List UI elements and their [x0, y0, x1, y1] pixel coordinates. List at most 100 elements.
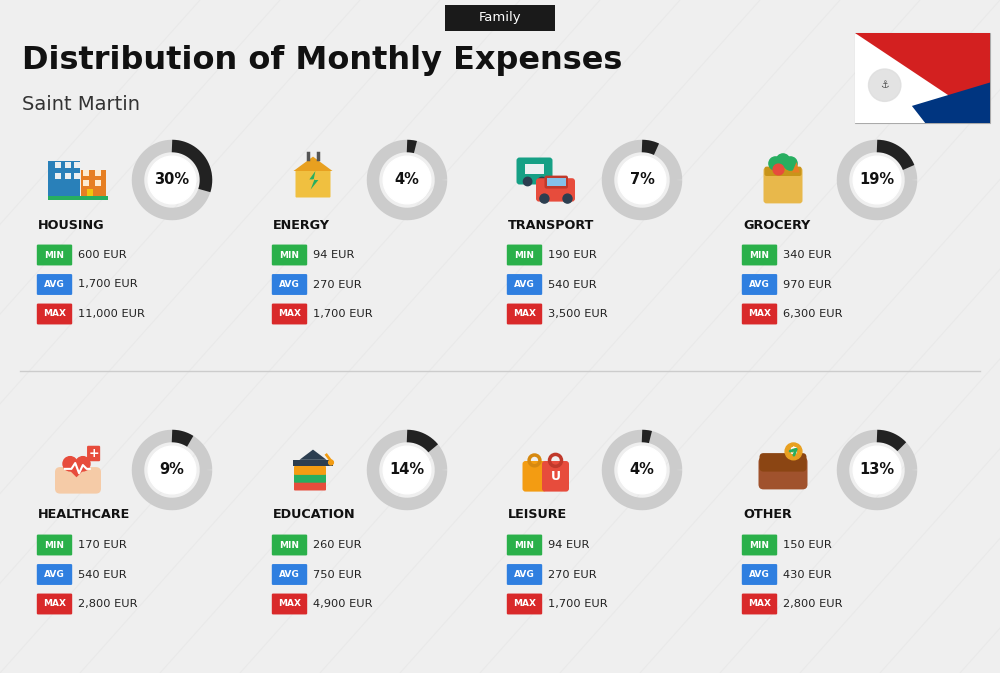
- FancyBboxPatch shape: [742, 274, 777, 295]
- Text: 13%: 13%: [859, 462, 895, 478]
- Circle shape: [383, 446, 431, 494]
- Text: LEISURE: LEISURE: [508, 509, 567, 522]
- Text: GROCERY: GROCERY: [743, 219, 810, 232]
- FancyBboxPatch shape: [55, 162, 61, 168]
- Text: Distribution of Monthly Expenses: Distribution of Monthly Expenses: [22, 46, 622, 77]
- FancyBboxPatch shape: [507, 594, 542, 614]
- Text: Saint Martin: Saint Martin: [22, 96, 140, 114]
- FancyBboxPatch shape: [294, 466, 326, 475]
- FancyBboxPatch shape: [764, 168, 802, 203]
- FancyBboxPatch shape: [37, 594, 72, 614]
- Circle shape: [540, 194, 549, 203]
- Circle shape: [776, 154, 790, 167]
- Text: $: $: [790, 446, 797, 456]
- Text: 3,500 EUR: 3,500 EUR: [548, 309, 608, 319]
- Text: 14%: 14%: [389, 462, 425, 478]
- Text: Family: Family: [479, 11, 521, 24]
- Text: +: +: [88, 447, 99, 460]
- FancyBboxPatch shape: [507, 304, 542, 324]
- FancyBboxPatch shape: [83, 170, 89, 176]
- Text: 2,800 EUR: 2,800 EUR: [783, 599, 842, 609]
- Text: 30%: 30%: [154, 172, 190, 188]
- Text: MIN: MIN: [45, 250, 64, 260]
- Text: 94 EUR: 94 EUR: [548, 540, 589, 550]
- FancyBboxPatch shape: [95, 170, 101, 176]
- Text: AVG: AVG: [514, 280, 535, 289]
- Circle shape: [523, 177, 532, 186]
- Text: 260 EUR: 260 EUR: [313, 540, 362, 550]
- FancyBboxPatch shape: [272, 274, 307, 295]
- FancyBboxPatch shape: [542, 461, 569, 491]
- FancyBboxPatch shape: [293, 460, 333, 466]
- FancyBboxPatch shape: [272, 534, 307, 555]
- Text: 94 EUR: 94 EUR: [313, 250, 354, 260]
- Circle shape: [853, 446, 901, 494]
- Circle shape: [148, 446, 196, 494]
- FancyBboxPatch shape: [272, 304, 307, 324]
- FancyBboxPatch shape: [74, 162, 81, 168]
- Circle shape: [618, 446, 666, 494]
- Circle shape: [563, 194, 572, 203]
- Polygon shape: [64, 464, 89, 477]
- Polygon shape: [855, 83, 990, 123]
- Text: 540 EUR: 540 EUR: [548, 279, 597, 289]
- Text: MIN: MIN: [750, 540, 770, 549]
- FancyBboxPatch shape: [272, 244, 307, 265]
- FancyBboxPatch shape: [48, 161, 80, 196]
- Text: 1,700 EUR: 1,700 EUR: [78, 279, 138, 289]
- FancyBboxPatch shape: [742, 564, 777, 585]
- Text: HEALTHCARE: HEALTHCARE: [38, 509, 130, 522]
- Text: HOUSING: HOUSING: [38, 219, 105, 232]
- FancyBboxPatch shape: [507, 244, 542, 265]
- FancyBboxPatch shape: [87, 189, 93, 196]
- Text: ENERGY: ENERGY: [273, 219, 330, 232]
- Text: 970 EUR: 970 EUR: [783, 279, 832, 289]
- Text: 1,700 EUR: 1,700 EUR: [548, 599, 608, 609]
- Text: 1,700 EUR: 1,700 EUR: [313, 309, 373, 319]
- Text: AVG: AVG: [44, 280, 65, 289]
- FancyBboxPatch shape: [742, 594, 777, 614]
- Polygon shape: [294, 157, 332, 171]
- FancyBboxPatch shape: [445, 5, 555, 31]
- Text: U: U: [551, 470, 561, 483]
- Text: ⚓: ⚓: [880, 80, 889, 90]
- Circle shape: [769, 157, 782, 170]
- Text: AVG: AVG: [514, 570, 535, 579]
- Circle shape: [329, 460, 333, 465]
- Polygon shape: [855, 33, 925, 123]
- Text: AVG: AVG: [749, 280, 770, 289]
- FancyBboxPatch shape: [95, 180, 101, 186]
- Circle shape: [76, 457, 90, 471]
- FancyBboxPatch shape: [516, 157, 552, 184]
- Text: AVG: AVG: [279, 280, 300, 289]
- Text: OTHER: OTHER: [743, 509, 792, 522]
- FancyBboxPatch shape: [759, 457, 807, 489]
- FancyBboxPatch shape: [37, 304, 72, 324]
- Text: 11,000 EUR: 11,000 EUR: [78, 309, 145, 319]
- FancyBboxPatch shape: [507, 564, 542, 585]
- Polygon shape: [300, 450, 326, 460]
- Text: 6,300 EUR: 6,300 EUR: [783, 309, 842, 319]
- Text: EDUCATION: EDUCATION: [273, 509, 356, 522]
- FancyBboxPatch shape: [272, 564, 307, 585]
- FancyBboxPatch shape: [272, 594, 307, 614]
- FancyBboxPatch shape: [536, 178, 575, 202]
- Circle shape: [784, 157, 797, 170]
- Text: 19%: 19%: [859, 172, 895, 188]
- FancyBboxPatch shape: [65, 162, 71, 168]
- Text: 4%: 4%: [630, 462, 654, 478]
- FancyBboxPatch shape: [81, 170, 106, 196]
- FancyBboxPatch shape: [83, 180, 89, 186]
- Text: 4,900 EUR: 4,900 EUR: [313, 599, 372, 609]
- FancyBboxPatch shape: [742, 304, 777, 324]
- FancyBboxPatch shape: [65, 173, 71, 179]
- Text: MAX: MAX: [278, 310, 301, 318]
- FancyBboxPatch shape: [37, 274, 72, 295]
- FancyBboxPatch shape: [525, 164, 534, 174]
- Text: 540 EUR: 540 EUR: [78, 569, 127, 579]
- Text: MAX: MAX: [748, 600, 771, 608]
- Text: MIN: MIN: [514, 250, 534, 260]
- FancyBboxPatch shape: [294, 482, 326, 491]
- Text: 270 EUR: 270 EUR: [313, 279, 362, 289]
- Polygon shape: [792, 162, 800, 172]
